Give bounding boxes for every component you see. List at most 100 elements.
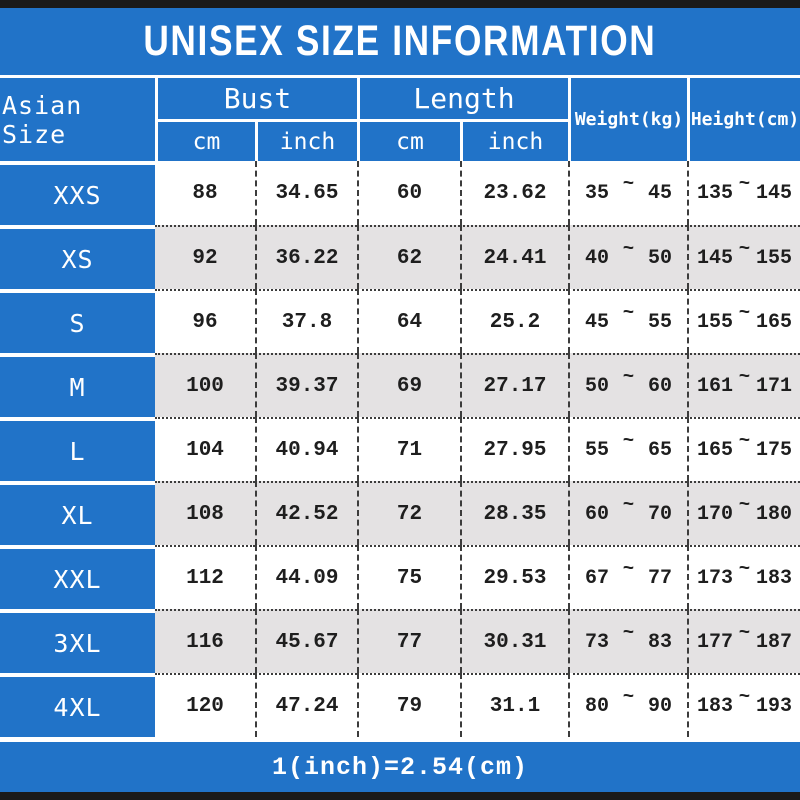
weight-cell: 73 ~ 83 xyxy=(568,609,687,673)
bust-inch-cell: 47.24 xyxy=(255,673,357,737)
length-inch-cell: 30.31 xyxy=(460,609,568,673)
weight-cell: 80 ~ 90 xyxy=(568,673,687,737)
tilde-symbol: ~ xyxy=(738,238,751,260)
subheader-bust-cm: cm xyxy=(155,122,255,161)
bottom-black-bar xyxy=(0,792,800,800)
size-cell: 4XL xyxy=(0,673,155,737)
height-cell: 161 ~ 171 xyxy=(687,353,800,417)
length-cm-cell: 79 xyxy=(357,673,460,737)
weight-max: 50 xyxy=(647,246,672,270)
subheader-length-cm: cm xyxy=(357,122,460,161)
conversion-note: 1(inch)=2.54(cm) xyxy=(271,752,529,782)
weight-cell: 35 ~ 45 xyxy=(568,161,687,225)
length-cm-cell: 75 xyxy=(357,545,460,609)
weight-cell: 45 ~ 55 xyxy=(568,289,687,353)
length-cm-cell: 60 xyxy=(357,161,460,225)
height-min: 145 xyxy=(697,246,734,270)
bust-cm-cell: 120 xyxy=(155,673,255,737)
weight-min: 80 xyxy=(585,694,610,718)
size-cell: 3XL xyxy=(0,609,155,673)
divider xyxy=(0,75,800,78)
tilde-symbol: ~ xyxy=(738,302,751,324)
header-height: Height(cm) xyxy=(687,78,800,161)
height-max: 145 xyxy=(755,181,792,205)
weight-min: 67 xyxy=(585,566,610,590)
size-cell: S xyxy=(0,289,155,353)
height-min: 173 xyxy=(697,566,734,590)
height-cell: 173 ~ 183 xyxy=(687,545,800,609)
weight-cell: 40 ~ 50 xyxy=(568,225,687,289)
height-max: 171 xyxy=(755,374,792,398)
top-black-bar xyxy=(0,0,800,8)
tilde-symbol: ~ xyxy=(738,686,751,708)
bust-cm-cell: 104 xyxy=(155,417,255,481)
weight-max: 90 xyxy=(647,694,672,718)
header-weight: Weight(kg) xyxy=(568,78,687,161)
length-cm-cell: 77 xyxy=(357,609,460,673)
tilde-symbol: ~ xyxy=(622,302,635,324)
height-min: 155 xyxy=(697,310,734,334)
bust-inch-cell: 40.94 xyxy=(255,417,357,481)
height-max: 187 xyxy=(755,630,792,654)
length-inch-cell: 28.35 xyxy=(460,481,568,545)
tilde-symbol: ~ xyxy=(738,366,751,388)
bust-cm-cell: 100 xyxy=(155,353,255,417)
bust-inch-cell: 36.22 xyxy=(255,225,357,289)
length-cm-cell: 72 xyxy=(357,481,460,545)
header-bust-group: Bust xyxy=(155,78,357,122)
height-cell: 177 ~ 187 xyxy=(687,609,800,673)
bust-inch-cell: 45.67 xyxy=(255,609,357,673)
weight-max: 77 xyxy=(647,566,672,590)
size-cell: M xyxy=(0,353,155,417)
weight-min: 45 xyxy=(585,310,610,334)
weight-max: 65 xyxy=(647,438,672,462)
weight-min: 73 xyxy=(585,630,610,654)
weight-max: 83 xyxy=(647,630,672,654)
height-cell: 170 ~ 180 xyxy=(687,481,800,545)
length-inch-cell: 29.53 xyxy=(460,545,568,609)
height-min: 135 xyxy=(697,181,734,205)
length-inch-cell: 27.95 xyxy=(460,417,568,481)
length-cm-cell: 71 xyxy=(357,417,460,481)
height-max: 165 xyxy=(755,310,792,334)
weight-cell: 60 ~ 70 xyxy=(568,481,687,545)
height-max: 183 xyxy=(755,566,792,590)
bust-cm-cell: 108 xyxy=(155,481,255,545)
tilde-symbol: ~ xyxy=(738,173,751,195)
weight-cell: 50 ~ 60 xyxy=(568,353,687,417)
page-title: UNISEX SIZE INFORMATION xyxy=(143,17,657,65)
weight-max: 70 xyxy=(647,502,672,526)
height-max: 155 xyxy=(755,246,792,270)
length-inch-cell: 23.62 xyxy=(460,161,568,225)
tilde-symbol: ~ xyxy=(622,494,635,516)
length-inch-cell: 24.41 xyxy=(460,225,568,289)
height-max: 175 xyxy=(755,438,792,462)
tilde-symbol: ~ xyxy=(622,558,635,580)
weight-cell: 67 ~ 77 xyxy=(568,545,687,609)
height-cell: 135 ~ 145 xyxy=(687,161,800,225)
tilde-symbol: ~ xyxy=(738,494,751,516)
tilde-symbol: ~ xyxy=(738,622,751,644)
weight-min: 55 xyxy=(585,438,610,462)
bust-inch-cell: 37.8 xyxy=(255,289,357,353)
bust-cm-cell: 116 xyxy=(155,609,255,673)
height-cell: 145 ~ 155 xyxy=(687,225,800,289)
weight-max: 60 xyxy=(647,374,672,398)
weight-cell: 55 ~ 65 xyxy=(568,417,687,481)
length-inch-cell: 25.2 xyxy=(460,289,568,353)
weight-max: 55 xyxy=(647,310,672,334)
size-cell: XS xyxy=(0,225,155,289)
tilde-symbol: ~ xyxy=(622,622,635,644)
weight-min: 40 xyxy=(585,246,610,270)
height-cell: 155 ~ 165 xyxy=(687,289,800,353)
height-min: 183 xyxy=(697,694,734,718)
bust-cm-cell: 92 xyxy=(155,225,255,289)
height-min: 161 xyxy=(697,374,734,398)
tilde-symbol: ~ xyxy=(622,173,635,195)
tilde-symbol: ~ xyxy=(622,430,635,452)
subheader-bust-inch: inch xyxy=(255,122,357,161)
height-cell: 183 ~ 193 xyxy=(687,673,800,737)
bust-inch-cell: 34.65 xyxy=(255,161,357,225)
bust-cm-cell: 88 xyxy=(155,161,255,225)
size-table: Asian Size Bust Length Weight(kg) Height… xyxy=(0,78,800,737)
